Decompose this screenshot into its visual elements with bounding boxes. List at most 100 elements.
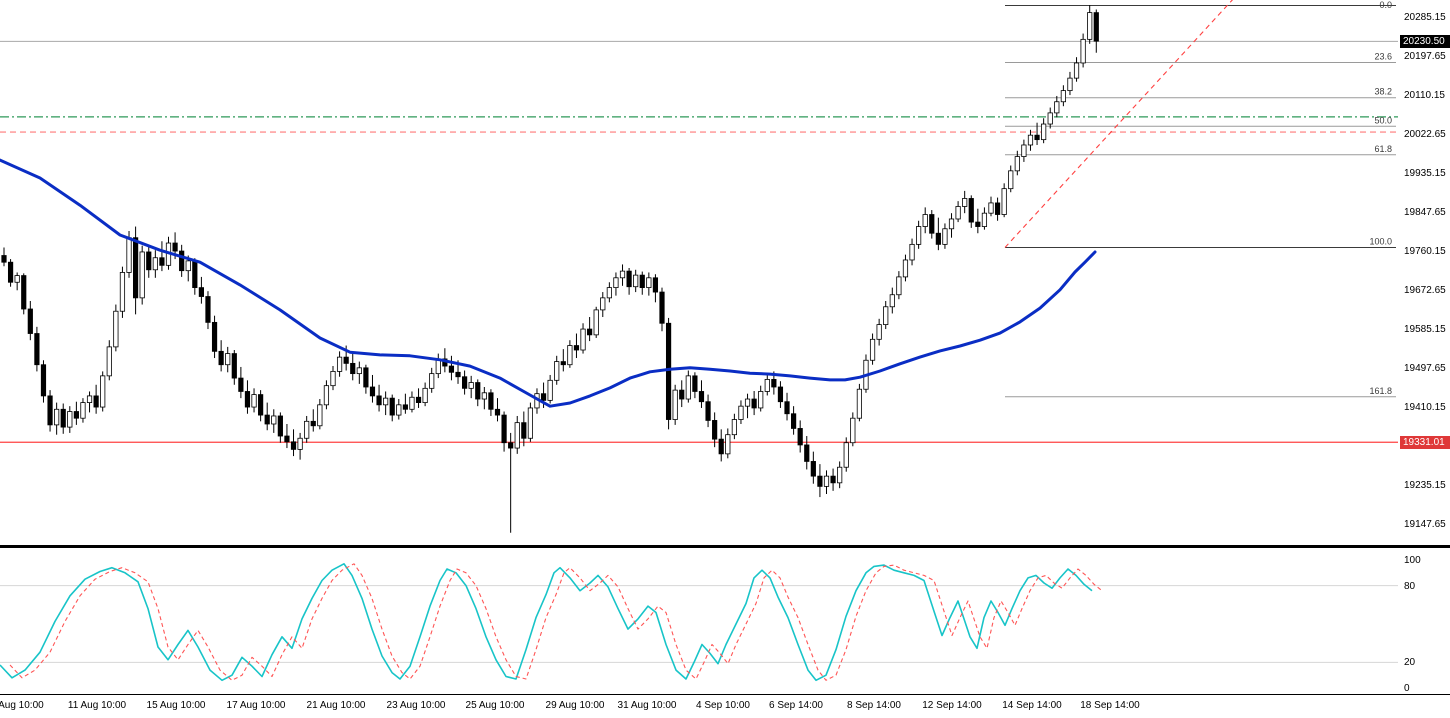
stoch-main-line[interactable] (0, 563, 1093, 682)
candle-up (126, 237, 132, 273)
candle-down (172, 242, 178, 252)
candle-up (633, 274, 639, 288)
candle-down (244, 391, 251, 408)
candle-up (685, 375, 691, 400)
hline-price-tag: 19331.01 (1400, 435, 1450, 449)
candle-down (751, 398, 757, 409)
stoch-axis-label: 20 (1404, 657, 1416, 669)
candle-up (336, 356, 343, 372)
candle-up (396, 404, 402, 416)
candle-up (317, 404, 323, 427)
time-axis-label: 17 Aug 10:00 (226, 700, 286, 711)
trendline[interactable] (1004, 0, 1235, 248)
candle-up (152, 257, 158, 271)
candle-up (514, 422, 520, 449)
time-axis-label: 4 Sep 10:00 (696, 700, 750, 711)
candle-up (527, 407, 534, 439)
candle-down (1034, 134, 1040, 141)
candle-down (659, 291, 665, 324)
candle-up (297, 437, 303, 450)
candle-down (994, 202, 1001, 215)
candle-up (1001, 188, 1007, 215)
candle-down (817, 475, 823, 487)
candle-up (113, 310, 119, 348)
stoch-axis-label: 80 (1404, 580, 1416, 592)
candle-up (251, 394, 257, 408)
candle-up (580, 328, 586, 351)
candle-up (823, 475, 830, 487)
candle-up (100, 375, 106, 408)
candle-down (1, 255, 7, 263)
candle-up (744, 398, 751, 407)
candle-down (389, 397, 395, 416)
candle-down (804, 444, 810, 462)
candle-up (330, 371, 336, 387)
price-axis-label: 19410.15 (1404, 401, 1446, 413)
pane-divider[interactable] (0, 545, 1450, 548)
candle-down (587, 328, 593, 336)
candle-up (1054, 101, 1060, 114)
candle-up (672, 389, 678, 420)
main-price-chart[interactable]: 0.0 23.6 38.2 50.0 61.8 100.0 161.8 (0, 0, 1450, 545)
candle-up (1027, 134, 1034, 146)
candle-up (119, 272, 126, 312)
candle-up (1008, 170, 1014, 190)
fib-level-label: 100.0 (1369, 236, 1392, 246)
candle-down (626, 270, 632, 288)
stoch-signal-line[interactable] (9, 563, 1103, 681)
candle-up (883, 306, 889, 326)
candle-down (1093, 12, 1099, 42)
candle-down (350, 362, 356, 375)
candle-up (731, 419, 737, 436)
candle-up (80, 402, 86, 419)
candle-up (902, 259, 909, 278)
candle-down (830, 475, 836, 484)
candle-up (916, 226, 922, 245)
candle-up (909, 243, 915, 261)
candle-down (448, 365, 455, 373)
candle-down (363, 367, 369, 388)
fibonacci-retracement[interactable]: 0.0 23.6 38.2 50.0 61.8 100.0 161.8 (1005, 0, 1396, 398)
candle-down (376, 395, 382, 406)
stoch-axis-label: 0 (1404, 683, 1410, 694)
time-axis-label: 14 Sep 14:00 (1002, 700, 1062, 711)
candle-down (712, 420, 718, 440)
candle-down (692, 375, 698, 392)
candle-up (554, 361, 560, 381)
candle-up (271, 415, 277, 425)
candle-down (475, 382, 481, 400)
candle-up (646, 277, 652, 289)
candle-down (540, 393, 547, 401)
moving-average-line[interactable] (0, 158, 1097, 408)
candle-down (132, 237, 139, 299)
candle-down (277, 415, 283, 437)
candle-up (547, 379, 553, 401)
candle-up (843, 442, 849, 468)
candle-down (205, 296, 211, 323)
candle-down (73, 411, 79, 419)
candle-down (159, 257, 165, 266)
candle-down (810, 461, 816, 477)
candle-up (856, 388, 863, 419)
candle-up (86, 395, 93, 403)
candle-down (461, 376, 468, 389)
candle-up (67, 411, 73, 428)
candle-up (422, 387, 428, 403)
candle-down (218, 350, 224, 366)
candle-down (369, 386, 376, 397)
time-axis-label: 18 Sep 14:00 (1080, 700, 1140, 711)
candle-up (869, 338, 876, 361)
price-axis-label: 20022.65 (1404, 128, 1446, 140)
candle-up (876, 324, 882, 340)
candle-up (606, 287, 612, 299)
candle-down (705, 401, 711, 421)
price-axis-label: 19847.65 (1404, 206, 1446, 218)
candle-up (600, 297, 606, 311)
stochastic-indicator-pane[interactable] (0, 548, 1450, 694)
candle-up (922, 214, 928, 227)
candle-down (179, 250, 185, 272)
time-axis-label: 9 Aug 10:00 (0, 700, 44, 711)
candle-up (304, 420, 310, 439)
price-axis-label: 19147.65 (1404, 518, 1446, 530)
time-axis: 9 Aug 10:00 11 Aug 10:00 15 Aug 10:00 17 Au… (0, 695, 1450, 718)
